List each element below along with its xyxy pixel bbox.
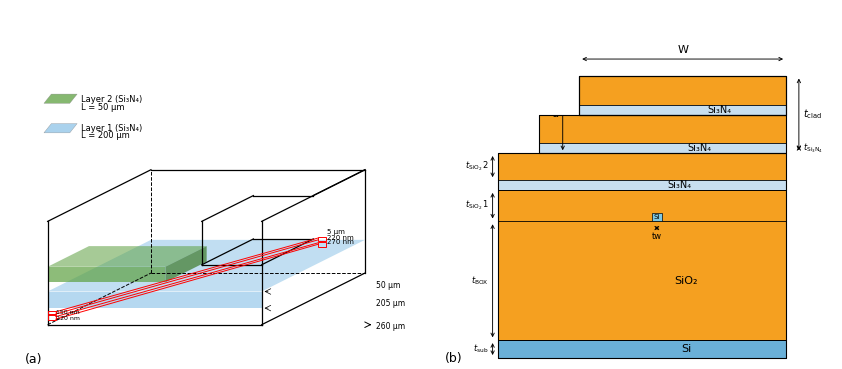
Bar	[652, 213, 662, 221]
Text: Si: Si	[653, 214, 660, 220]
Bar	[579, 76, 786, 115]
Text: 220 nm: 220 nm	[328, 235, 354, 241]
Text: 50 μm: 50 μm	[376, 281, 401, 290]
Bar	[539, 143, 786, 153]
Text: 5 μm: 5 μm	[328, 229, 345, 235]
Bar	[48, 315, 56, 320]
Bar	[579, 76, 786, 115]
Text: 270 nm: 270 nm	[328, 239, 354, 245]
Polygon shape	[44, 124, 77, 133]
Bar	[539, 115, 786, 143]
Text: Si₃N₄: Si₃N₄	[687, 143, 711, 153]
Text: Layer 2 (Si₃N₄): Layer 2 (Si₃N₄)	[81, 95, 142, 104]
Text: Si: Si	[681, 344, 691, 354]
Bar	[48, 311, 56, 314]
Text: 220 nm: 220 nm	[56, 315, 81, 321]
Polygon shape	[44, 94, 77, 103]
Text: $t_{\mathrm{SiO_2}}\,3$: $t_{\mathrm{SiO_2}}\,3$	[505, 123, 530, 136]
Text: L = 200 μm: L = 200 μm	[81, 131, 130, 140]
Text: $t_\mathrm{clad}$: $t_\mathrm{clad}$	[803, 107, 823, 121]
Text: $t_{\mathrm{SiO_2}}\,2$: $t_{\mathrm{SiO_2}}\,2$	[465, 160, 489, 173]
Bar	[318, 242, 326, 247]
Text: W: W	[677, 45, 688, 55]
Text: tw: tw	[652, 232, 662, 241]
Text: d: d	[552, 109, 558, 120]
Text: $t_{\mathrm{sub}}$: $t_{\mathrm{sub}}$	[473, 343, 489, 355]
Text: $t_{\mathrm{Si_3N_4}}$: $t_{\mathrm{Si_3N_4}}$	[803, 141, 823, 155]
Bar	[498, 340, 786, 358]
Bar	[579, 105, 786, 115]
Bar	[498, 180, 786, 190]
Polygon shape	[48, 267, 165, 282]
Bar	[579, 76, 786, 105]
Text: $t_{\mathrm{SiO_2}}\,4$: $t_{\mathrm{SiO_2}}\,4$	[546, 84, 570, 97]
Bar	[498, 115, 539, 153]
Text: 260 μm: 260 μm	[376, 322, 405, 331]
Text: (b): (b)	[445, 352, 462, 365]
Text: Layer 1 (Si₃N₄): Layer 1 (Si₃N₄)	[81, 124, 142, 133]
Text: 150 nm: 150 nm	[56, 310, 80, 315]
Text: (a): (a)	[24, 354, 42, 366]
Text: $t_{\mathrm{SiO_2}}\,1$: $t_{\mathrm{SiO_2}}\,1$	[465, 199, 489, 213]
Bar	[539, 76, 579, 115]
Polygon shape	[48, 246, 206, 267]
Polygon shape	[165, 246, 206, 282]
Bar	[498, 153, 786, 180]
Polygon shape	[48, 292, 262, 308]
Bar	[498, 153, 786, 358]
Text: L = 50 μm: L = 50 μm	[81, 103, 125, 111]
Bar	[318, 237, 326, 241]
Bar	[498, 190, 786, 221]
Text: Si₃N₄: Si₃N₄	[667, 180, 691, 190]
Text: Si₃N₄: Si₃N₄	[707, 105, 732, 115]
Polygon shape	[48, 240, 365, 292]
Bar	[498, 221, 786, 340]
Text: 205 μm: 205 μm	[376, 299, 405, 308]
Bar	[498, 76, 539, 115]
Text: $t_{\mathrm{BOX}}$: $t_{\mathrm{BOX}}$	[472, 275, 489, 287]
Text: SiO₂: SiO₂	[674, 276, 698, 286]
Bar	[539, 115, 786, 153]
